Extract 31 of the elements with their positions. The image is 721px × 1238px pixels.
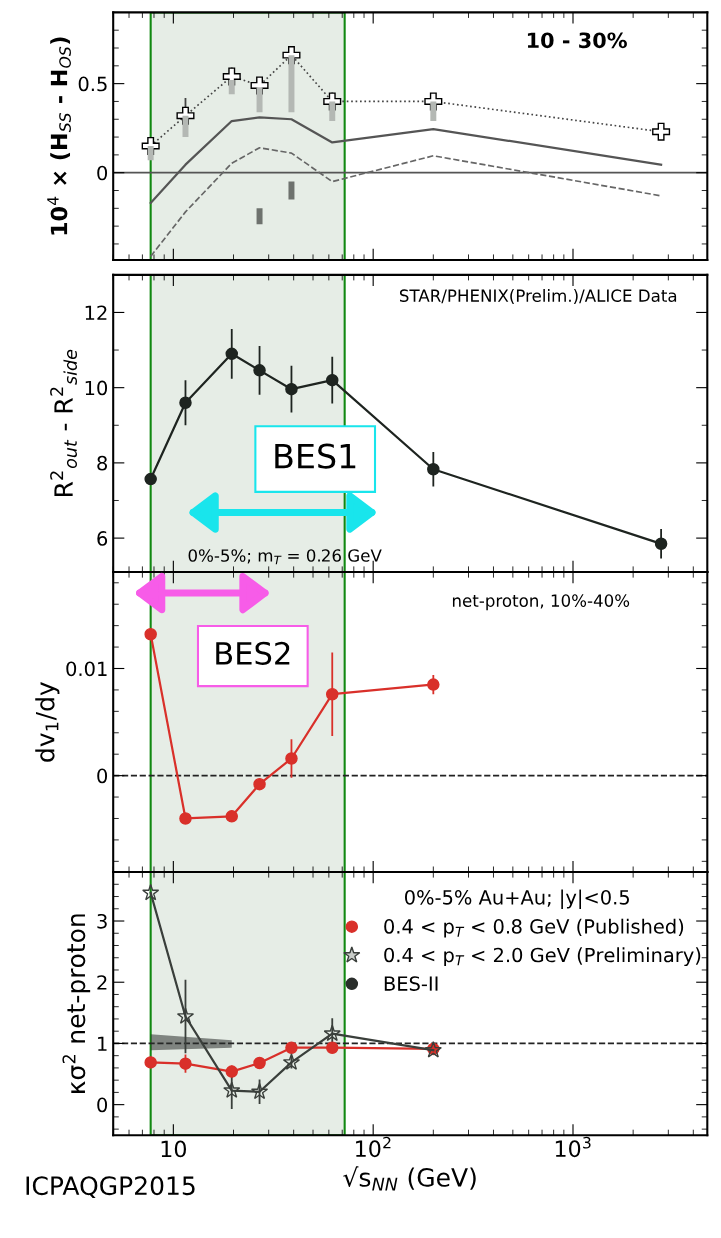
y-axis-title: dv$_{1}$/dy (35, 682, 60, 762)
y-axis-title: 10$^{4}$ × (H$_{SS}$ - H$_{OS}$) (47, 37, 71, 235)
y-tick-label: 0.5 (78, 76, 107, 92)
legend-label: 0.4 < p$_{T}$ < 2.0 GeV (Preliminary) (384, 947, 701, 967)
legend-label: BES-II (384, 976, 438, 991)
annotation: BES1 (275, 443, 356, 469)
y-tick-label: 10 (85, 380, 108, 396)
annotation: net-proton, 10%-40% (452, 594, 630, 611)
annotation: STAR/PHENIX(Prelim.)/ALICE Data (399, 289, 677, 304)
y-tick-label: 1 (98, 1036, 107, 1051)
y-tick-label: 0.01 (66, 661, 107, 677)
x-tick-label: 10$^{2}$ (356, 1136, 391, 1158)
y-axis-title: κσ$^{2}$ net-proton (62, 914, 91, 1093)
x-axis-title: √s$_{NN}$ (GeV) (343, 1166, 476, 1191)
y-axis-title: R$^{2}$$_{out}$ - R$^{2}$$_{side}$ (50, 349, 77, 497)
x-tick-label: 10 (161, 1140, 187, 1158)
y-tick-label: 8 (97, 455, 108, 471)
y-tick-label: 12 (85, 305, 107, 320)
y-tick-label: 3 (97, 913, 107, 929)
legend-label: 0.4 < p$_{T}$ < 0.8 GeV (Published) (384, 918, 684, 938)
legend-title: 0%-5% Au+Au; |y|<0.5 (404, 889, 629, 909)
y-tick-label: 0 (97, 1097, 108, 1113)
y-tick-label: 2 (97, 975, 107, 990)
y-tick-label: 0 (97, 165, 108, 181)
y-tick-label: 6 (97, 531, 108, 546)
annotation: 10 - 30% (527, 32, 627, 49)
text: ICPAQGP2015 (26, 1176, 195, 1199)
y-tick-label: 0 (97, 768, 108, 784)
annotation: BES2 (216, 641, 290, 665)
annotation: 0%-5%; m$_{T}$ = 0.26 GeV (188, 549, 382, 565)
x-tick-label: 10$^{3}$ (555, 1136, 591, 1158)
